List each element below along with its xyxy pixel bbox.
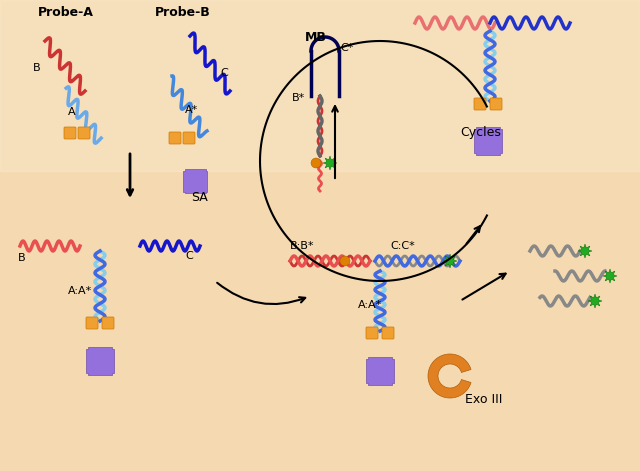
Text: B*: B*	[292, 93, 305, 103]
Circle shape	[311, 158, 321, 168]
Circle shape	[340, 256, 350, 266]
Text: C: C	[185, 251, 193, 261]
Bar	[0, 0, 640, 171]
Text: A: A	[68, 107, 76, 117]
FancyBboxPatch shape	[183, 132, 195, 144]
Text: MB: MB	[305, 31, 327, 44]
Polygon shape	[474, 127, 502, 155]
Text: A*: A*	[185, 105, 198, 115]
Text: Probe-B: Probe-B	[155, 6, 211, 19]
FancyBboxPatch shape	[490, 98, 502, 110]
FancyBboxPatch shape	[366, 327, 378, 339]
Polygon shape	[603, 269, 617, 283]
Text: Exo III: Exo III	[465, 393, 502, 406]
Text: B:B*: B:B*	[290, 241, 314, 251]
FancyBboxPatch shape	[64, 127, 76, 139]
Polygon shape	[588, 294, 602, 308]
FancyBboxPatch shape	[78, 127, 90, 139]
Text: B: B	[33, 63, 40, 73]
FancyBboxPatch shape	[102, 317, 114, 329]
Polygon shape	[443, 254, 457, 268]
Text: C: C	[220, 68, 228, 78]
Text: SA: SA	[191, 191, 207, 204]
Text: C*: C*	[340, 43, 353, 53]
FancyBboxPatch shape	[86, 317, 98, 329]
FancyBboxPatch shape	[474, 98, 486, 110]
Text: C:C*: C:C*	[390, 241, 415, 251]
Polygon shape	[323, 156, 337, 170]
Text: B: B	[18, 253, 26, 263]
Polygon shape	[366, 357, 394, 385]
Polygon shape	[86, 347, 114, 375]
FancyBboxPatch shape	[382, 327, 394, 339]
Polygon shape	[428, 354, 471, 398]
FancyBboxPatch shape	[169, 132, 181, 144]
Text: Probe-A: Probe-A	[38, 6, 94, 19]
Text: A:A*: A:A*	[68, 286, 92, 296]
Polygon shape	[578, 244, 592, 258]
Text: A:A*: A:A*	[358, 300, 382, 310]
Text: Cycles: Cycles	[460, 126, 501, 139]
Polygon shape	[183, 169, 207, 193]
